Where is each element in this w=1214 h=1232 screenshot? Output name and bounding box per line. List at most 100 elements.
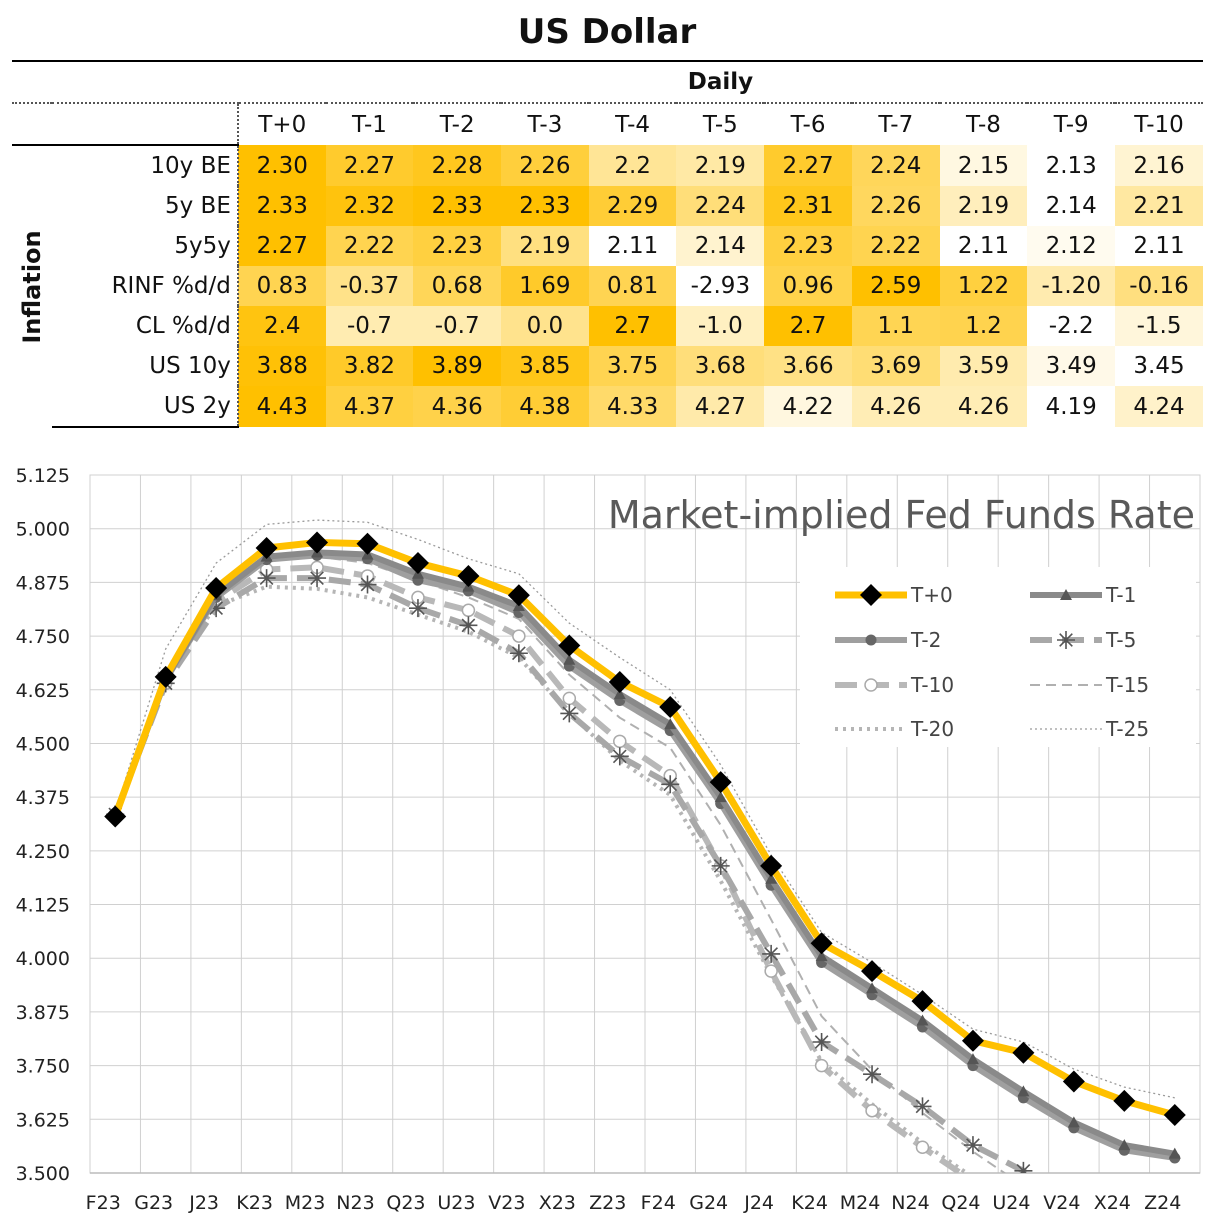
row-label: US 2y <box>52 386 238 428</box>
table-cell: 4.24 <box>1115 386 1203 427</box>
data-point <box>714 791 727 803</box>
data-point <box>961 1029 984 1052</box>
data-point <box>608 671 631 694</box>
legend-label: T-10 <box>910 673 954 697</box>
data-point <box>461 603 476 618</box>
group-header-row: Daily <box>12 60 1203 104</box>
legend-item: T-2 <box>835 628 941 652</box>
data-point <box>864 678 878 692</box>
x-tick-label: M23 <box>285 1192 326 1214</box>
table-cell: 4.33 <box>588 386 677 427</box>
data-point <box>861 960 884 983</box>
table-row: CL %d/d 2.4 -0.7 -0.7 0.0 2.7 -1.0 2.7 1.1 1.2 -2.… <box>12 306 1203 346</box>
group-label: Daily <box>237 60 1203 104</box>
table-cell: 3.75 <box>588 346 677 386</box>
table-cell: 4.22 <box>764 386 852 427</box>
table-cell: 3.82 <box>325 346 414 386</box>
plot-series <box>104 519 1186 1232</box>
y-tick-label: 3.750 <box>16 1056 70 1078</box>
data-point <box>205 576 228 599</box>
table-row: US 10y 3.88 3.82 3.89 3.85 3.75 3.68 3.66 3.69 3.… <box>12 346 1203 386</box>
table-cell: 2.23 <box>764 226 852 266</box>
table-cell: 2.26 <box>851 186 940 226</box>
table-cell: 2.2 <box>588 145 677 186</box>
table-row: 5y BE 2.33 2.32 2.33 2.33 2.29 2.24 2.31 2.26 2.1… <box>12 186 1203 226</box>
data-point <box>1168 1147 1181 1159</box>
x-tick-label: G24 <box>689 1192 728 1214</box>
table-cell: 2.14 <box>1027 186 1116 226</box>
x-tick-label: J24 <box>743 1192 774 1214</box>
legend-label: T-25 <box>1105 717 1149 741</box>
y-tick-label: 5.125 <box>16 465 70 487</box>
row-label: CL %d/d <box>135 313 231 339</box>
data-point <box>865 634 877 646</box>
table-cell: 0.96 <box>764 266 852 306</box>
data-point <box>512 629 526 643</box>
column-header: T-9 <box>1053 111 1089 138</box>
column-header: T+0 <box>236 103 326 145</box>
table-cell: 3.49 <box>1027 346 1116 386</box>
table-cell: 2.27 <box>325 145 414 186</box>
data-point <box>356 532 379 555</box>
data-point <box>1062 1070 1085 1093</box>
data-point <box>661 775 680 794</box>
table-cell: 2.27 <box>236 226 326 266</box>
table-cell: 0.83 <box>236 266 326 306</box>
table-cell: 3.59 <box>939 346 1028 386</box>
y-tick-label: 4.750 <box>16 626 70 648</box>
page-title: US Dollar <box>517 12 697 52</box>
data-point <box>812 1032 831 1051</box>
data-point <box>860 584 882 606</box>
table-cell: 3.45 <box>1115 346 1203 386</box>
table-cell: 2.19 <box>939 186 1028 226</box>
table-cell: -0.37 <box>325 266 414 306</box>
x-tick-label: K24 <box>791 1192 828 1214</box>
data-point <box>207 599 226 618</box>
table-cell: 0.0 <box>501 306 589 346</box>
data-point <box>1060 589 1072 600</box>
table-cell: 3.85 <box>501 346 589 386</box>
x-tick-label: N23 <box>336 1192 374 1214</box>
y-tick-label: 3.875 <box>16 1002 70 1024</box>
legend-item: T-15 <box>1030 673 1149 697</box>
series-line <box>112 564 966 1173</box>
data-point <box>1067 1116 1080 1128</box>
table-cell: 2.23 <box>413 226 502 266</box>
table-cell: 2.33 <box>413 186 502 226</box>
series-Tminus5 <box>106 569 1133 1232</box>
table-cell: 2.19 <box>501 226 589 266</box>
data-point <box>459 616 478 635</box>
data-point <box>963 1136 982 1155</box>
y-tick-label: 4.625 <box>16 680 70 702</box>
data-point <box>562 691 577 706</box>
x-tick-label: Q23 <box>386 1192 425 1214</box>
x-tick-label: N24 <box>891 1192 929 1214</box>
data-point <box>916 1014 929 1026</box>
side-label: Inflation <box>18 229 47 344</box>
legend-item: T-25 <box>1030 717 1149 741</box>
data-point <box>610 747 629 766</box>
table-cell: 4.27 <box>676 386 765 427</box>
column-header: T-2 <box>439 111 475 138</box>
row-label: 10y BE <box>52 144 238 186</box>
x-tick-label: U23 <box>437 1192 475 1214</box>
column-header: T-5 <box>702 111 738 138</box>
data-point <box>1057 631 1075 649</box>
data-point <box>1115 1224 1133 1232</box>
series-line <box>112 549 1176 1157</box>
table-cell: 2.11 <box>588 226 677 266</box>
data-point <box>104 805 127 828</box>
column-header: T-8 <box>966 111 1001 138</box>
y-tick-label: 5.000 <box>16 519 70 541</box>
table-cell: 2.32 <box>325 186 414 226</box>
column-header-row: T+0 T-1 T-2 T-3 T-4 T-5 T-6 T-7 T-8 T-9 T-10 <box>12 103 1203 145</box>
data-point <box>408 599 427 618</box>
table-cell: 4.37 <box>325 386 414 427</box>
data-point <box>815 950 828 962</box>
table-cell: -0.7 <box>413 306 502 346</box>
table-cell: -1.20 <box>1027 266 1116 306</box>
table-cell: 3.68 <box>676 346 765 386</box>
table-corner <box>12 60 238 104</box>
legend-item: T-5 <box>1030 628 1136 652</box>
data-point <box>1068 1223 1080 1232</box>
